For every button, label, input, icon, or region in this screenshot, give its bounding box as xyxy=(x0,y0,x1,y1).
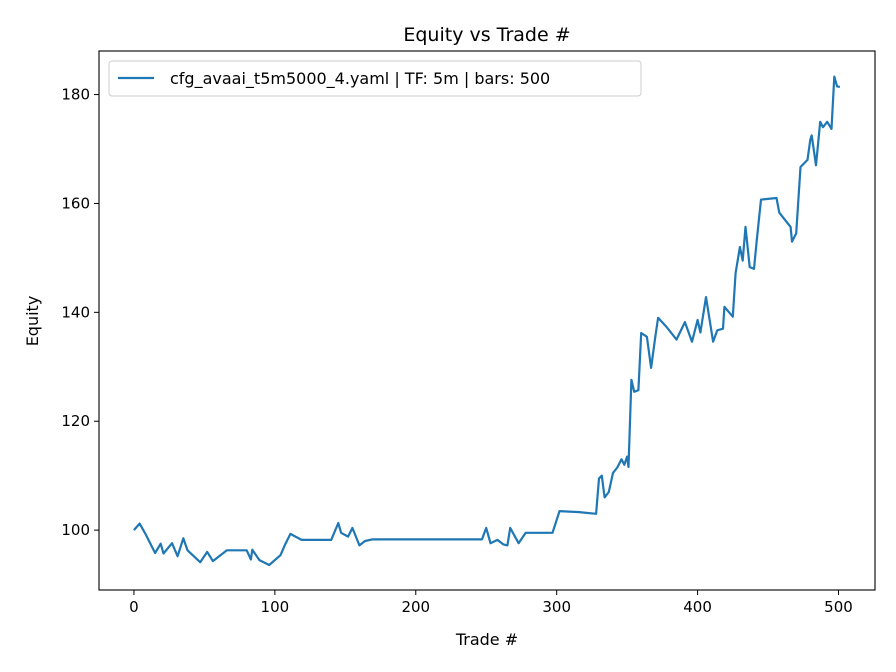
y-tick-label: 160 xyxy=(61,194,90,212)
y-tick-label: 120 xyxy=(61,412,90,430)
y-tick-label: 140 xyxy=(61,303,90,321)
legend-box xyxy=(108,60,642,97)
equity-series-line xyxy=(133,75,841,567)
x-axis-label: Trade # xyxy=(455,630,518,649)
chart-title: Equity vs Trade # xyxy=(403,24,570,46)
plot-area xyxy=(98,50,876,591)
x-tick-label: 200 xyxy=(401,598,430,616)
y-axis-ticks: 100 120 140 160 180 xyxy=(61,86,99,539)
y-tick-label: 100 xyxy=(61,521,90,539)
x-tick-label: 100 xyxy=(261,598,290,616)
x-tick-label: 500 xyxy=(824,598,853,616)
legend: cfg_avaai_t5m5000_4.yaml | TF: 5m | bars… xyxy=(108,60,642,97)
y-tick-label: 180 xyxy=(61,86,90,104)
x-tick-label: 400 xyxy=(683,598,712,616)
legend-label: cfg_avaai_t5m5000_4.yaml | TF: 5m | bars… xyxy=(170,69,550,89)
x-axis-ticks: 0 100 200 300 400 500 xyxy=(129,590,853,616)
y-axis-label: Equity xyxy=(23,296,42,347)
x-tick-label: 0 xyxy=(129,598,139,616)
x-tick-label: 300 xyxy=(542,598,571,616)
